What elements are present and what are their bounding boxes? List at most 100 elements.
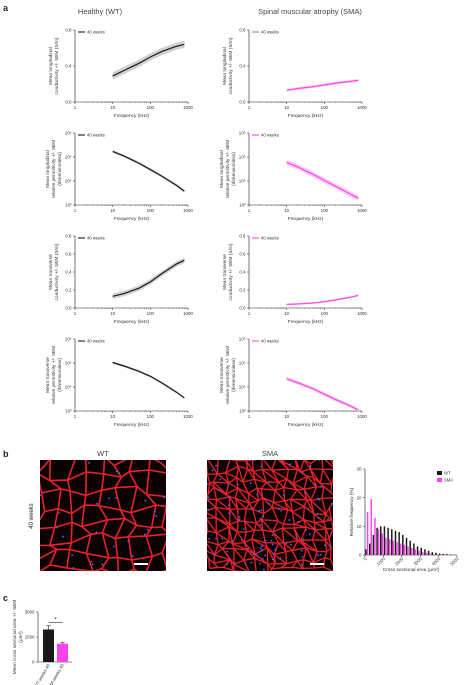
nucleus — [40, 494, 42, 497]
y-tick-label: 0 — [359, 553, 362, 558]
histogram-bar — [366, 512, 369, 555]
nucleus — [55, 526, 58, 529]
y-tick-label: 10³ — [65, 409, 72, 414]
scale-bar-sma — [310, 563, 324, 565]
nucleus — [302, 538, 305, 541]
y-tick-label: 30 — [357, 467, 362, 472]
nucleus — [228, 512, 230, 514]
y-tick-label: 0.8 — [239, 234, 246, 239]
nucleus — [207, 496, 210, 499]
nucleus — [143, 533, 146, 536]
nucleus — [267, 502, 270, 505]
y-axis-label: (dimensionless) — [231, 358, 237, 392]
nucleus — [324, 544, 326, 547]
y-tick-label: 20 — [357, 495, 362, 500]
nucleus — [72, 566, 75, 569]
nucleus — [90, 560, 93, 563]
nucleus — [226, 550, 229, 553]
y-tick-label: 10⁴ — [65, 385, 72, 390]
series-line — [286, 161, 359, 199]
plot-wt-longitudinal-conductivity: 1 10 100 1000 0.0 0.4 0.8 Frequency (kHz) Mean l… — [48, 28, 193, 119]
histogram-bar — [411, 547, 413, 555]
histogram-bar — [420, 547, 422, 555]
nucleus — [271, 543, 274, 546]
nucleus — [258, 509, 261, 512]
nucleus — [319, 553, 322, 556]
y-tick-label: 0.6 — [239, 252, 246, 257]
x-axis-label: Frequency (kHz) — [288, 113, 324, 119]
histogram-bar — [374, 517, 376, 555]
x-tick-label: 1 — [74, 414, 77, 419]
axis-lines — [74, 236, 188, 309]
nucleus — [58, 512, 60, 514]
y-tick-label: 0.2 — [239, 288, 246, 293]
legend-label: SMA — [444, 478, 453, 483]
y-tick-label: 0 — [32, 660, 35, 665]
y-tick-label: 0.8 — [239, 28, 246, 33]
panel-label-b: b — [3, 449, 9, 459]
x-tick-label: 10 — [110, 414, 115, 419]
x-tick-label: 4000 — [431, 556, 442, 567]
plot-sma-transverse-conductivity: 1 10 100 1000 0.0 0.2 0.4 0.6 0.8 Frequency (kHz)… — [222, 234, 367, 325]
micrograph-row-label: 40 weeks — [29, 503, 35, 528]
histogram-bar — [427, 550, 430, 555]
nucleus — [260, 509, 263, 512]
nucleus — [71, 554, 74, 557]
nucleus — [309, 465, 311, 468]
x-axis-label: Frequency (kHz) — [114, 113, 150, 119]
nucleus — [108, 497, 111, 500]
nucleus — [144, 499, 147, 502]
y-tick-label: 10⁶ — [239, 337, 246, 342]
nucleus — [301, 471, 304, 473]
legend-label: 40 weeks — [261, 339, 279, 344]
x-tick-label: 100 — [147, 208, 155, 213]
plot-wt-transverse-conductivity: 1 10 100 1000 0.0 0.2 0.4 0.6 0.8 Frequency (kHz)… — [48, 234, 193, 325]
histogram-bar — [425, 552, 428, 555]
x-tick-label: 10 — [284, 414, 289, 419]
nucleus — [260, 465, 263, 468]
scale-bar-wt — [134, 563, 148, 565]
axis-lines — [74, 133, 188, 206]
histogram-bar — [391, 529, 393, 555]
nucleus — [207, 483, 209, 485]
nucleus — [330, 503, 333, 505]
nucleus — [317, 554, 319, 556]
nucleus — [313, 527, 316, 530]
nucleus — [243, 528, 245, 531]
nucleus — [317, 497, 319, 500]
nucleus — [259, 517, 262, 520]
nucleus — [238, 518, 241, 521]
nucleus — [227, 484, 230, 486]
nucleus — [274, 548, 277, 551]
legend-label: 40 weeks — [87, 236, 105, 241]
nucleus — [228, 495, 231, 498]
x-tick-label: 1 — [74, 311, 77, 316]
legend-label: 40 weeks — [87, 133, 105, 138]
series-line — [112, 361, 185, 399]
nucleus — [314, 483, 317, 486]
nucleus — [301, 563, 304, 566]
x-tick-label: 3000 — [412, 556, 423, 567]
nucleus — [101, 563, 104, 566]
x-tick-label: 5000 — [449, 556, 460, 567]
y-tick-label: 0.4 — [65, 270, 72, 275]
y-axis-label: relative permittivity +/- SEM — [225, 140, 231, 199]
series-line — [112, 150, 185, 192]
y-axis-label: Mean transverse — [48, 254, 54, 290]
x-axis-label: Frequency (kHz) — [114, 319, 150, 325]
y-axis-label: (dimensionless) — [231, 152, 237, 186]
axis-lines — [248, 30, 362, 103]
x-axis-label: Frequency (kHz) — [114, 422, 150, 428]
nucleus — [318, 498, 321, 501]
y-tick-label: 10⁵ — [239, 155, 246, 160]
nucleus — [253, 460, 256, 462]
nucleus — [241, 539, 243, 542]
histogram-bar — [387, 527, 389, 555]
nucleus — [96, 502, 98, 505]
y-axis-label: Mean longitudinal — [45, 150, 51, 188]
nucleus — [308, 533, 311, 535]
x-tick-label: 1000 — [357, 414, 367, 419]
nucleus — [267, 481, 270, 483]
nucleus — [95, 531, 98, 534]
nucleus — [127, 540, 130, 543]
